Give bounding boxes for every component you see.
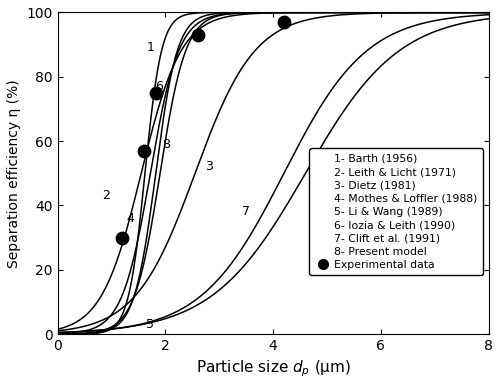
Text: 6: 6	[155, 80, 163, 93]
Text: 7: 7	[242, 205, 250, 218]
X-axis label: Particle size $d_p$ (μm): Particle size $d_p$ (μm)	[196, 359, 350, 379]
Point	[280, 19, 288, 25]
Text: 3: 3	[204, 160, 212, 173]
Text: 8: 8	[162, 138, 170, 151]
Legend: 1- Barth (1956), 2- Leith & Licht (1971), 3- Dietz (1981), 4- Mothes & Loffler (: 1- Barth (1956), 2- Leith & Licht (1971)…	[310, 148, 483, 275]
Point	[140, 147, 148, 154]
Y-axis label: Separation efficiency η (%): Separation efficiency η (%)	[7, 79, 21, 267]
Text: 4: 4	[126, 212, 134, 225]
Text: 5: 5	[146, 318, 154, 331]
Text: 2: 2	[102, 189, 110, 202]
Point	[152, 90, 160, 96]
Point	[194, 32, 202, 38]
Point	[118, 234, 126, 240]
Text: 1: 1	[146, 41, 154, 54]
